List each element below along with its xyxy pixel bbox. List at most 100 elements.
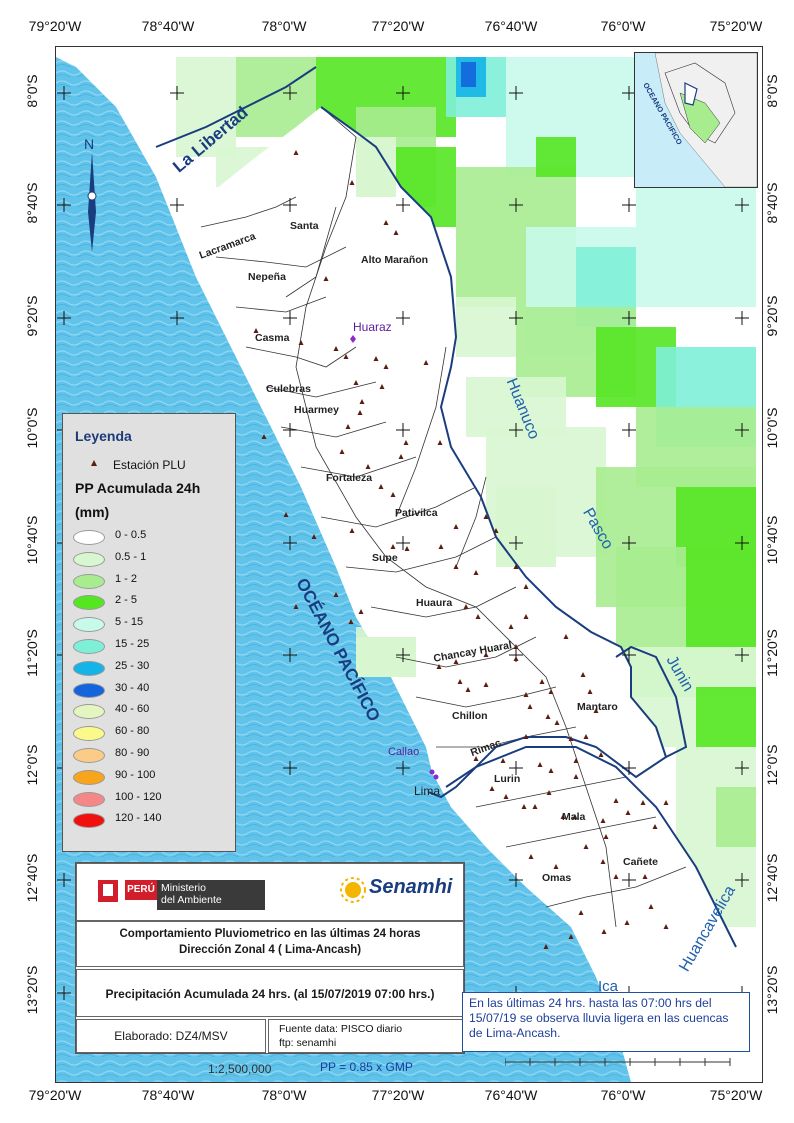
station-marker	[532, 804, 538, 809]
station-marker	[648, 904, 654, 909]
station-marker	[349, 528, 355, 533]
station-marker	[573, 774, 579, 779]
sun-logo-icon	[340, 877, 366, 903]
legend-swatch	[73, 813, 105, 829]
precip-cell	[536, 137, 576, 177]
map-title-line-2: Dirección Zonal 4 ( Lima-Ancash)	[178, 944, 362, 956]
legend-swatch	[73, 791, 105, 807]
station-marker	[543, 944, 549, 949]
basin-label: Chillon	[452, 710, 488, 722]
station-marker	[404, 546, 410, 551]
station-marker	[539, 679, 545, 684]
city-marker	[350, 335, 356, 343]
precip-cell	[716, 787, 756, 847]
station-marker	[437, 440, 443, 445]
precip-cell	[686, 547, 756, 647]
basin-label: Santa	[290, 220, 319, 232]
station-marker	[339, 449, 345, 454]
station-marker	[663, 800, 669, 805]
station-marker	[398, 454, 404, 459]
peru-shield-icon	[98, 880, 118, 902]
station-marker	[528, 854, 534, 859]
legend-class-label: 120 - 140	[115, 812, 162, 825]
lat-label: 12°0'S	[24, 744, 40, 786]
station-marker	[475, 614, 481, 619]
legend-swatch	[73, 660, 105, 676]
station-marker	[378, 484, 384, 489]
station-marker	[527, 704, 533, 709]
station-marker	[601, 929, 607, 934]
legend-swatch	[73, 617, 105, 633]
legend-pp-unit: (mm)	[75, 504, 110, 520]
lat-label: 9°20'S	[764, 295, 780, 337]
precip-cell	[356, 637, 416, 677]
precip-cell	[456, 297, 516, 357]
ministerio-line-1: Ministerio	[161, 882, 206, 894]
basin-label: Supe	[372, 552, 398, 564]
inset-canvas	[654, 53, 757, 187]
station-marker	[311, 534, 317, 539]
station-marker	[483, 514, 489, 519]
station-marker	[333, 346, 339, 351]
station-marker	[640, 800, 646, 805]
station-marker	[465, 687, 471, 692]
station-marker	[403, 440, 409, 445]
station-marker	[357, 410, 363, 415]
precip-cell	[696, 687, 756, 747]
legend-class-label: 100 - 120	[115, 790, 162, 803]
lon-label: 79°20'W	[28, 18, 82, 34]
station-marker	[500, 758, 506, 763]
lon-label: 76°40'W	[484, 18, 538, 34]
station-marker	[493, 528, 499, 533]
station-marker	[453, 659, 459, 664]
lat-label: 8°0'S	[764, 74, 780, 108]
station-marker	[513, 564, 519, 569]
senamhi-logo: Senamhi	[369, 876, 453, 898]
fuente-box: Fuente data: PISCO diario ftp: senamhi	[268, 1019, 464, 1053]
station-marker	[548, 689, 554, 694]
station-marker	[513, 644, 519, 649]
station-marker	[523, 614, 529, 619]
station-marker	[554, 720, 560, 725]
legend-class-label: 80 - 90	[115, 747, 150, 759]
station-marker	[521, 804, 527, 809]
station-marker	[573, 758, 579, 763]
station-marker	[568, 736, 574, 741]
elaborado-label: Elaborado: DZ4/MSV	[114, 1029, 228, 1043]
station-marker	[613, 874, 619, 879]
station-marker	[583, 734, 589, 739]
lon-label: 77°20'W	[371, 18, 425, 34]
station-marker	[359, 399, 365, 404]
legend-swatch	[73, 726, 105, 742]
station-marker	[373, 356, 379, 361]
station-marker	[560, 814, 566, 819]
legend-class-label: 30 - 40	[115, 681, 150, 694]
city-huaraz: Huaraz	[353, 320, 392, 334]
lat-label: 11°20'S	[764, 629, 780, 677]
station-marker	[348, 619, 354, 624]
legend-class-label: 5 - 15	[115, 616, 144, 629]
station-marker	[293, 604, 299, 609]
lat-label: 13°20'S	[764, 965, 780, 1015]
lon-label: 78°40'W	[141, 18, 195, 34]
basin-label: Cañete	[623, 856, 659, 868]
station-marker	[438, 544, 444, 549]
station-marker	[553, 864, 559, 869]
station-marker	[383, 364, 389, 369]
lat-label: 9°20'S	[24, 295, 40, 337]
lat-label: 12°40'S	[764, 853, 780, 903]
lon-label: 79°20'W	[28, 1087, 82, 1103]
station-marker	[383, 220, 389, 225]
lat-label: 11°20'S	[24, 629, 40, 677]
city-lima: Lima	[414, 784, 441, 798]
lon-label: 78°0'W	[261, 18, 307, 34]
basin-label: Mantaro	[577, 701, 618, 713]
pp-formula: PP = 0.85 x GMP	[320, 1060, 413, 1074]
legend-swatch	[73, 530, 105, 545]
lon-label: 77°20'W	[371, 1087, 425, 1103]
legend-swatch	[73, 704, 105, 720]
scale-label: 1:2,500,000	[208, 1062, 272, 1076]
basin-label: Alto Marañon	[361, 254, 429, 266]
ministerio-line-2: del Ambiente	[161, 894, 222, 906]
station-marker	[453, 524, 459, 529]
